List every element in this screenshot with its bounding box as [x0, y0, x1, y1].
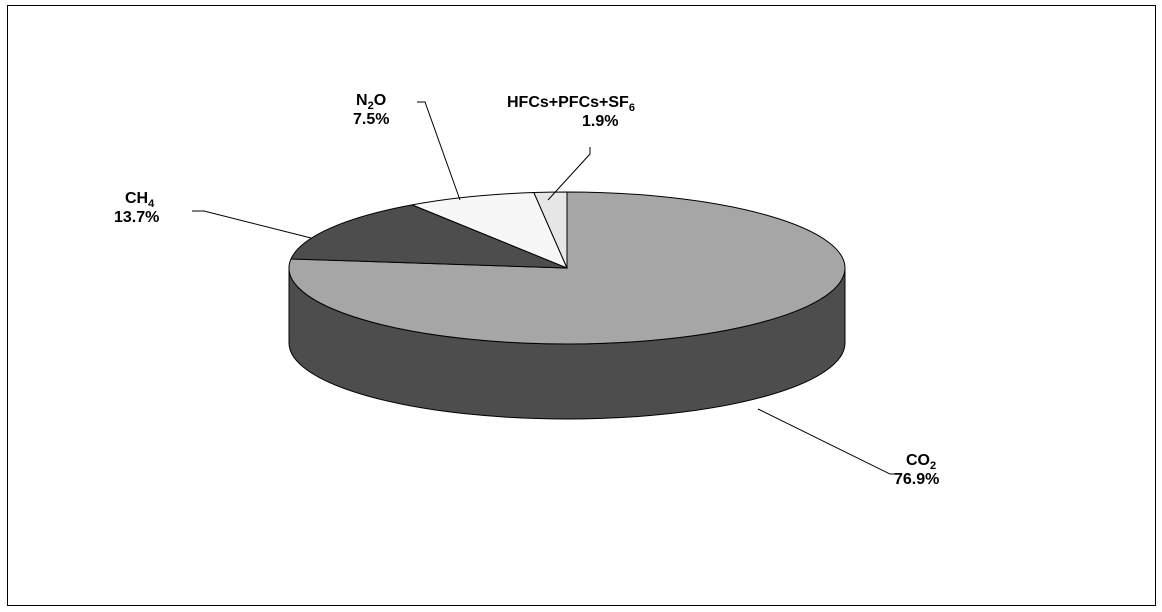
- label-n2o: N2O 7.5%: [353, 92, 390, 129]
- label-hfcs: HFCs+PFCs+SF6 1.9%: [507, 94, 635, 131]
- label-hfcs-name: HFCs+PFCs+SF6: [507, 94, 635, 114]
- leader-line-co2: [757, 408, 899, 475]
- pie-chart: [192, 101, 899, 475]
- slice-n2o: [410, 192, 568, 269]
- leader-line-ch4: [192, 210, 312, 239]
- leader-line-n2o: [417, 101, 461, 201]
- label-ch4-name: CH4: [125, 190, 155, 210]
- label-n2o-percent: 7.5%: [353, 111, 390, 128]
- label-hfcs-percent: 1.9%: [582, 113, 619, 130]
- slice-ch4: [290, 204, 568, 269]
- label-ch4-percent: 13.7%: [114, 209, 160, 226]
- label-ch4: CH4 13.7%: [114, 190, 159, 227]
- slice-hfcs: [533, 191, 568, 269]
- label-co2-percent: 76.9%: [894, 471, 940, 488]
- label-co2: CO2 76.9%: [894, 452, 939, 489]
- label-co2-name: CO2: [906, 452, 937, 472]
- leader-line-hfcs: [547, 147, 591, 201]
- label-n2o-name: N2O: [356, 92, 387, 112]
- chart-frame: CO2 76.9% CH4 13.7% N2O 7.5% HFCs+PFCs+S…: [7, 5, 1156, 606]
